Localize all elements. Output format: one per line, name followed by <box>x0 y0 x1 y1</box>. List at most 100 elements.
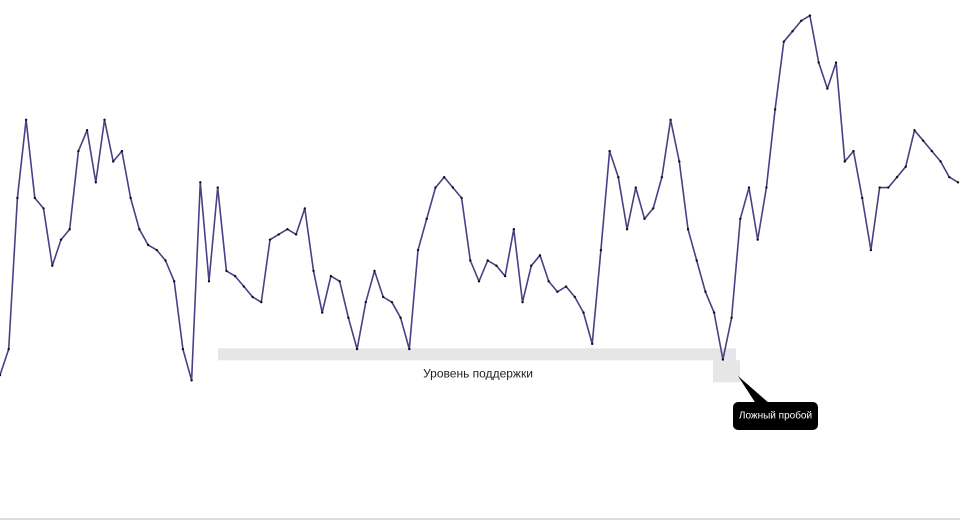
price-point <box>564 285 568 288</box>
price-point <box>277 233 280 236</box>
price-point <box>913 129 916 132</box>
price-point <box>904 165 907 168</box>
price-point <box>826 87 829 90</box>
price-point <box>503 274 507 278</box>
price-point <box>591 342 594 346</box>
price-point <box>442 175 446 179</box>
price-point <box>129 196 132 200</box>
false-breakout-label: Ложный пробой <box>739 410 812 422</box>
price-point <box>199 181 202 184</box>
price-point <box>625 228 629 231</box>
price-point <box>7 347 10 351</box>
price-point <box>808 14 812 17</box>
price-point <box>547 280 550 283</box>
price-point <box>347 316 350 320</box>
price-point <box>634 186 637 189</box>
price-point <box>747 186 751 189</box>
price-point <box>138 228 141 231</box>
price-point <box>730 316 733 320</box>
price-point <box>68 228 71 231</box>
price-point <box>181 347 185 351</box>
price-point <box>765 186 768 189</box>
price-point <box>190 379 193 382</box>
price-point <box>164 259 167 262</box>
price-point <box>477 280 481 283</box>
price-point <box>172 280 176 283</box>
price-point <box>42 207 45 210</box>
price-point <box>948 175 951 179</box>
price-point <box>817 61 820 64</box>
price-point <box>704 290 707 293</box>
price-point <box>695 259 698 262</box>
price-point <box>930 149 934 153</box>
price-point <box>382 295 385 299</box>
price-point <box>33 196 37 200</box>
price-point <box>85 129 89 132</box>
price-point <box>791 30 794 33</box>
price-point <box>94 181 98 184</box>
price-point <box>739 217 742 221</box>
price-point <box>373 269 376 273</box>
price-point <box>408 347 411 351</box>
price-point <box>434 186 437 189</box>
price-point <box>956 181 960 184</box>
price-point <box>260 300 263 304</box>
price-point <box>643 217 646 221</box>
price-point <box>869 248 873 252</box>
price-point <box>895 175 899 179</box>
price-point <box>651 207 655 210</box>
price-point <box>756 238 759 241</box>
price-point <box>530 264 533 267</box>
price-point <box>242 285 246 288</box>
price-point <box>399 316 402 320</box>
price-point <box>939 160 942 163</box>
price-point <box>712 311 716 314</box>
price-point <box>669 118 672 122</box>
price-point <box>486 259 489 262</box>
support-band <box>218 348 736 361</box>
price-point <box>660 175 664 179</box>
price-point <box>721 358 725 361</box>
price-point <box>321 311 324 314</box>
price-point <box>599 248 603 252</box>
price-point <box>251 295 254 299</box>
price-point <box>120 149 124 153</box>
price-point <box>233 274 237 278</box>
price-point <box>495 264 498 267</box>
price-point <box>216 186 219 189</box>
price-point <box>773 108 777 111</box>
price-point <box>24 118 28 122</box>
price-point <box>686 228 690 231</box>
price-point <box>77 149 80 153</box>
price-point <box>521 300 524 304</box>
price-point <box>556 290 559 293</box>
price-point <box>59 238 63 241</box>
price-point <box>390 300 394 304</box>
price-point <box>312 269 315 273</box>
price-point <box>852 149 855 153</box>
price-point <box>416 248 420 252</box>
price-point <box>617 175 620 179</box>
price-point <box>469 259 472 262</box>
price-point <box>146 243 150 247</box>
callout-pointer <box>738 376 770 410</box>
price-point <box>460 196 463 200</box>
price-point <box>861 196 864 200</box>
price-point <box>225 269 228 273</box>
callout-box <box>733 402 818 430</box>
support-label: Уровень поддержки <box>423 366 533 380</box>
price-point <box>51 264 54 267</box>
price-point <box>582 311 585 314</box>
price-point <box>425 217 428 221</box>
price-point <box>364 300 367 304</box>
price-point <box>573 295 576 299</box>
price-point <box>0 373 2 377</box>
price-point <box>155 248 158 252</box>
price-point <box>512 228 516 231</box>
price-point <box>451 186 455 189</box>
price-line <box>0 14 959 382</box>
price-point <box>878 186 881 189</box>
price-point <box>303 207 307 210</box>
price-point <box>286 228 289 231</box>
